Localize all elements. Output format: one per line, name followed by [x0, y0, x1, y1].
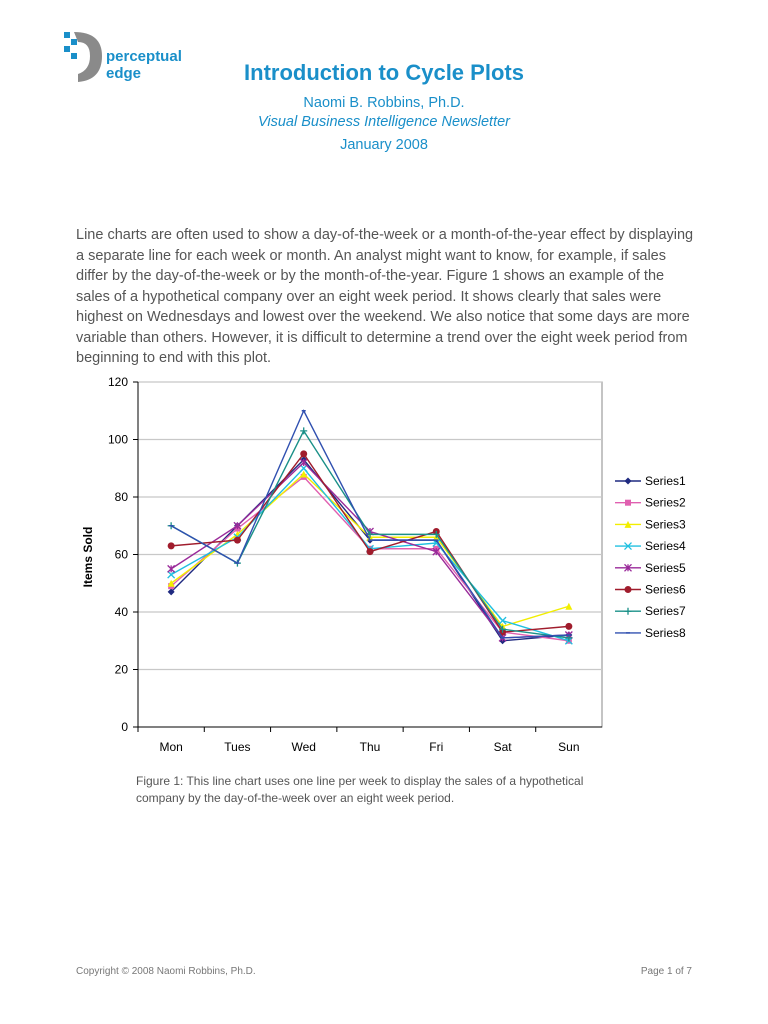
data-point	[432, 530, 440, 538]
legend-marker	[624, 607, 632, 615]
x-tick-label: Mon	[159, 740, 182, 754]
x-tick-label: Wed	[291, 740, 315, 754]
y-axis-label: Items Sold	[81, 527, 95, 588]
legend-marker	[624, 586, 632, 593]
data-point	[498, 616, 507, 625]
legend-marker	[624, 563, 632, 572]
data-point	[299, 458, 308, 467]
y-tick-label: 60	[115, 548, 129, 562]
x-tick-label: Tues	[224, 740, 250, 754]
x-tick-label: Fri	[429, 740, 443, 754]
data-point	[167, 542, 175, 550]
legend-marker	[624, 477, 632, 485]
data-point	[167, 570, 176, 579]
legend-item: Series4	[615, 539, 686, 553]
figure-caption: Figure 1: This line chart uses one line …	[136, 774, 584, 805]
x-tick-label: Thu	[360, 740, 381, 754]
series-8	[169, 409, 571, 639]
page-number: Page 1 of 7	[640, 966, 692, 977]
data-point	[167, 588, 175, 596]
legend-label: Series8	[645, 626, 686, 640]
y-tick-label: 20	[115, 663, 129, 677]
data-point	[233, 536, 241, 544]
legend-marker	[625, 499, 631, 506]
data-point	[432, 547, 441, 556]
y-tick-label: 40	[115, 605, 129, 619]
y-tick-label: 80	[115, 490, 129, 504]
legend-label: Series2	[645, 496, 686, 510]
page-title: Introduction to Cycle Plots	[244, 60, 524, 85]
legend-label: Series4	[645, 539, 686, 553]
legend-item: Series7	[615, 604, 686, 618]
data-point	[167, 564, 176, 573]
line-chart: 0 20 40 60 80 100 120 Mon Tues Wed Thu Fri Sat Sun It…	[81, 375, 686, 754]
legend-label: Series6	[645, 583, 686, 597]
data-point	[565, 622, 573, 630]
legend-marker	[624, 520, 632, 528]
legend-item: Series8	[615, 626, 686, 640]
y-tick-label: 100	[108, 433, 128, 447]
date: January 2008	[340, 137, 428, 153]
legend-item: Series1	[615, 474, 686, 488]
legend-label: Series3	[645, 517, 686, 531]
legend-label: Series1	[645, 474, 686, 488]
legend-item: Series6	[615, 583, 686, 597]
publication: Visual Business Intelligence Newsletter	[257, 114, 510, 130]
y-tick-label: 0	[121, 720, 128, 734]
legend-marker	[624, 542, 632, 551]
logo-text-line2: edge	[106, 65, 142, 82]
data-point	[300, 427, 308, 435]
x-tick-label: Sun	[558, 740, 579, 754]
legend-item: Series3	[615, 517, 686, 531]
body-paragraph: Line charts are often used to show a day…	[76, 227, 694, 366]
legend-label: Series7	[645, 604, 686, 618]
copyright: Copyright © 2008 Naomi Robbins, Ph.D.	[76, 966, 256, 977]
logo-text-line1: perceptual	[106, 48, 182, 65]
data-point	[167, 579, 175, 587]
perceptual-edge-logo: perceptual edge	[62, 30, 192, 86]
legend-label: Series5	[645, 561, 686, 575]
author: Naomi B. Robbins, Ph.D.	[303, 95, 465, 111]
legend-item: Series5	[615, 561, 686, 575]
y-tick-label: 120	[108, 375, 128, 389]
data-point	[366, 548, 374, 556]
data-point	[233, 521, 242, 530]
data-point	[300, 470, 308, 478]
data-point	[499, 625, 507, 633]
legend-item: Series2	[615, 496, 686, 510]
x-tick-label: Sat	[494, 740, 513, 754]
logo-mark-icon	[64, 32, 102, 82]
data-point	[565, 602, 573, 610]
data-point	[300, 450, 308, 458]
